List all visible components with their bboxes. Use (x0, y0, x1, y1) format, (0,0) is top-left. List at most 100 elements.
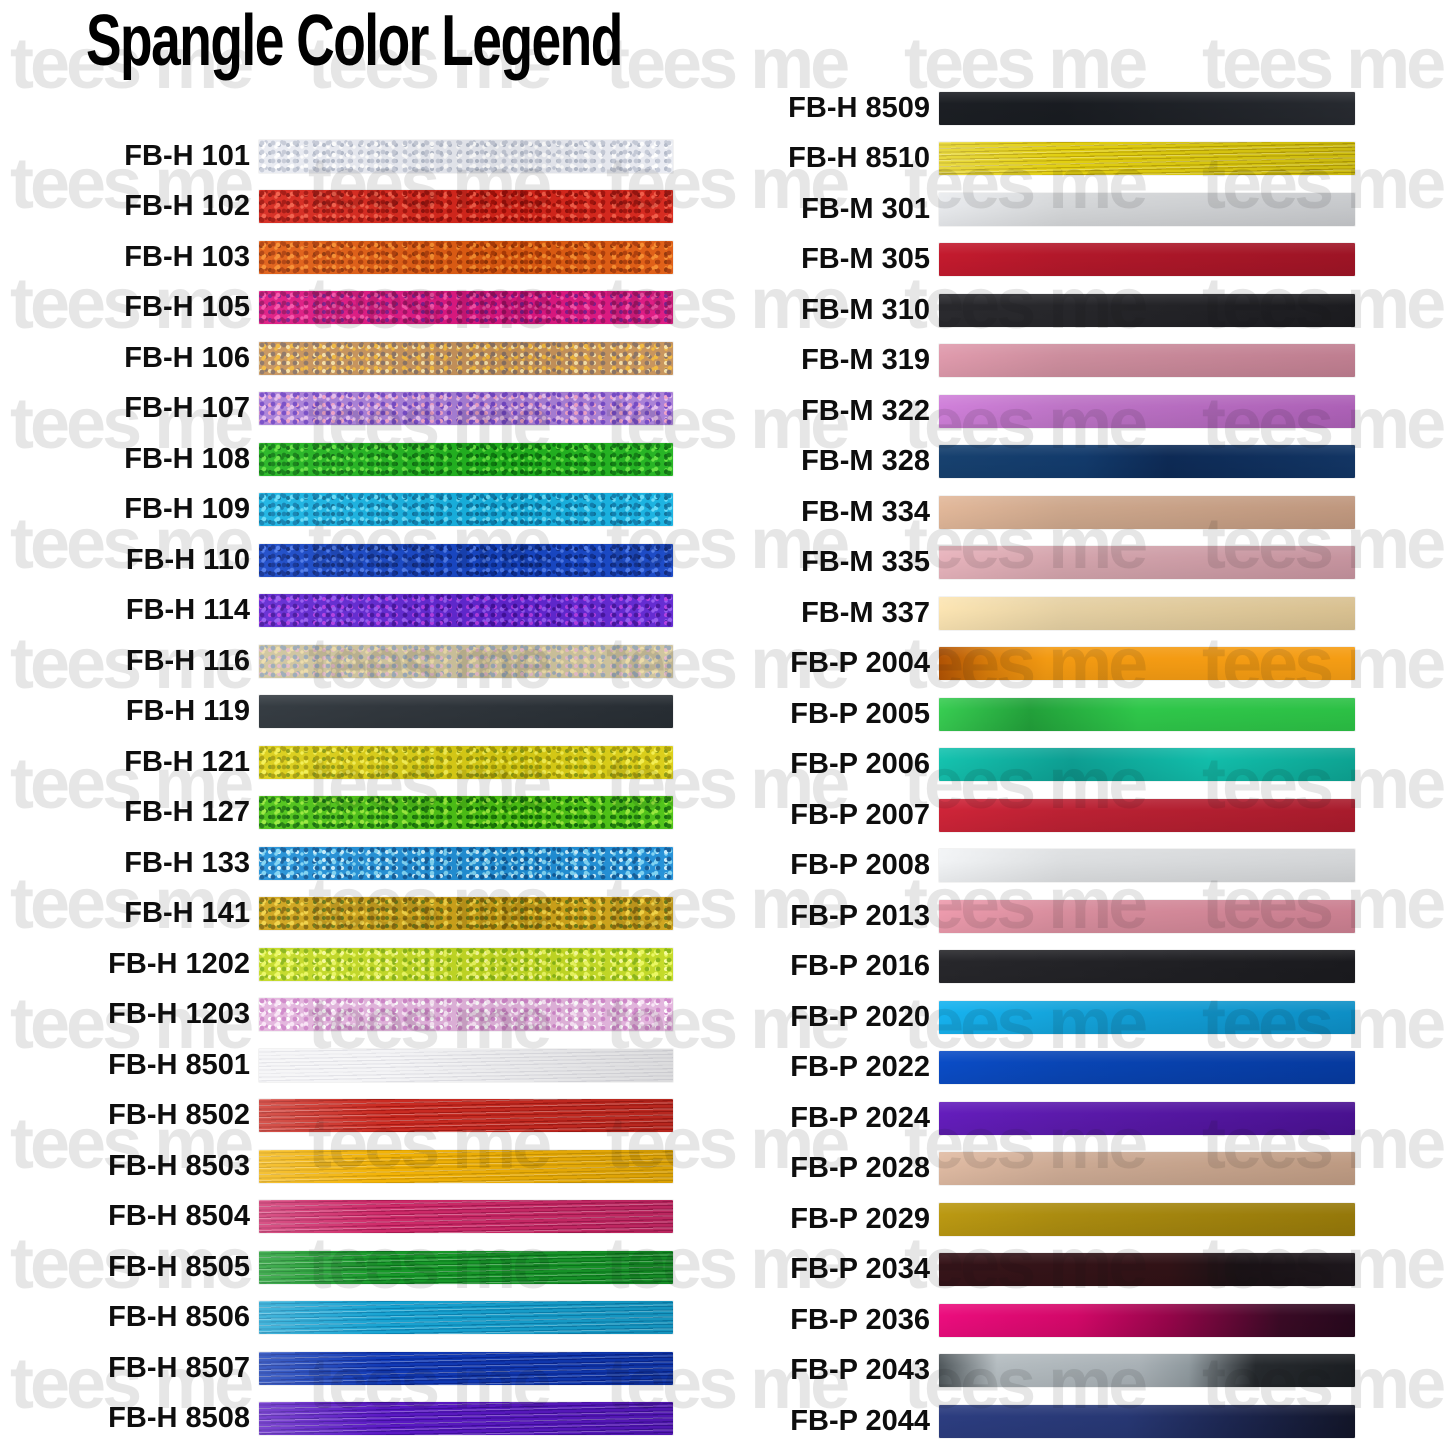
color-code-label: FB-M 337 (801, 596, 930, 629)
color-swatch (259, 998, 673, 1032)
color-code-label: FB-H 119 (125, 695, 250, 728)
color-swatch (939, 445, 1355, 479)
color-swatch (259, 1402, 673, 1436)
color-swatch (939, 293, 1355, 327)
color-swatch (939, 1000, 1355, 1034)
color-swatch (259, 1099, 673, 1133)
legend-row: FB-H 108 (62, 434, 673, 485)
color-code-label: FB-H 109 (124, 493, 250, 526)
legend-row: FB-H 8502 (62, 1091, 673, 1142)
legend-row: FB-P 2022 (740, 1043, 1357, 1094)
color-swatch (259, 139, 673, 173)
color-code-label: FB-H 8510 (788, 142, 930, 175)
color-code-label: FB-P 2013 (790, 899, 930, 932)
color-swatch (939, 1101, 1355, 1135)
color-swatch (939, 1303, 1355, 1337)
legend-row: FB-H 121 (62, 737, 673, 788)
legend-column-right: FB-H 8509 FB-H 8510 FB-M 301 FB-M 305 FB-M 3… (740, 83, 1357, 1445)
legend-row: FB-H 114 (62, 586, 673, 637)
legend-row: FB-P 2043 (740, 1346, 1357, 1397)
color-code-label: FB-H 116 (125, 644, 250, 677)
color-swatch (939, 950, 1355, 984)
color-code-label: FB-H 8503 (108, 1149, 250, 1182)
color-code-label: FB-P 2036 (790, 1303, 930, 1336)
legend-row: FB-H 110 (62, 535, 673, 586)
color-swatch (939, 647, 1355, 681)
color-code-label: FB-P 2005 (790, 697, 930, 730)
color-swatch (259, 947, 673, 981)
color-swatch (259, 1048, 673, 1082)
color-swatch (259, 897, 673, 931)
legend-row: FB-H 1203 (62, 990, 673, 1041)
color-swatch (259, 291, 673, 325)
legend-row: FB-H 105 (62, 283, 673, 334)
legend-row: FB-M 305 (740, 235, 1357, 286)
color-swatch (259, 190, 673, 224)
legend-row: FB-H 119 (62, 687, 673, 738)
color-swatch (259, 1250, 673, 1284)
legend-row: FB-H 8508 (62, 1394, 673, 1445)
legend-row: FB-P 2006 (740, 740, 1357, 791)
color-swatch (259, 1200, 673, 1234)
color-code-label: FB-P 2034 (790, 1253, 930, 1286)
color-code-label: FB-H 106 (124, 341, 250, 374)
color-code-label: FB-H 1202 (108, 947, 250, 980)
legend-row: FB-H 109 (62, 485, 673, 536)
legend-row: FB-H 1202 (62, 939, 673, 990)
color-swatch (939, 1253, 1355, 1287)
color-code-label: FB-H 103 (124, 240, 250, 273)
color-swatch (259, 796, 673, 830)
color-swatch (939, 1202, 1355, 1236)
color-code-label: FB-P 2028 (790, 1152, 930, 1185)
legend-row: FB-P 2008 (740, 841, 1357, 892)
color-swatch (939, 1152, 1355, 1186)
legend-row: FB-P 2034 (740, 1245, 1357, 1296)
color-code-label: FB-P 2008 (790, 849, 930, 882)
color-code-label: FB-P 2043 (790, 1354, 930, 1387)
color-code-label: FB-H 141 (124, 897, 250, 930)
legend-row: FB-H 103 (62, 232, 673, 283)
legend-row: FB-H 141 (62, 889, 673, 940)
color-code-label: FB-H 114 (125, 594, 250, 627)
legend-row: FB-M 319 (740, 336, 1357, 387)
color-code-label: FB-M 328 (801, 445, 930, 478)
legend-row: FB-M 337 (740, 588, 1357, 639)
legend-row: FB-H 8507 (62, 1343, 673, 1394)
color-code-label: FB-H 105 (124, 291, 250, 324)
color-swatch (939, 344, 1355, 378)
color-code-label: FB-H 101 (124, 139, 250, 172)
color-swatch (939, 748, 1355, 782)
color-swatch (259, 543, 673, 577)
color-swatch (259, 392, 673, 426)
color-code-label: FB-H 133 (124, 846, 250, 879)
legend-row: FB-P 2004 (740, 639, 1357, 690)
legend-column-left: FB-H 101 FB-H 102 FB-H 103 FB-H 105 FB-H 106… (62, 131, 673, 1445)
color-swatch (259, 695, 673, 729)
legend-row: FB-P 2036 (740, 1295, 1357, 1346)
color-code-label: FB-M 319 (801, 344, 930, 377)
color-swatch (939, 495, 1355, 529)
color-code-label: FB-P 2020 (790, 1000, 930, 1033)
legend-row: FB-H 127 (62, 788, 673, 839)
color-code-label: FB-M 305 (801, 243, 930, 276)
legend-row: FB-H 101 (62, 131, 673, 182)
color-code-label: FB-M 301 (801, 192, 930, 225)
legend-row: FB-M 310 (740, 285, 1357, 336)
color-code-label: FB-M 310 (801, 293, 930, 326)
color-code-label: FB-H 1203 (108, 998, 250, 1031)
legend-row: FB-H 133 (62, 838, 673, 889)
color-code-label: FB-H 108 (124, 442, 250, 475)
page-title: Spangle Color Legend (86, 1, 623, 81)
legend-row: FB-H 8501 (62, 1040, 673, 1091)
color-swatch (939, 798, 1355, 832)
legend-row: FB-M 335 (740, 538, 1357, 589)
color-swatch (259, 442, 673, 476)
color-code-label: FB-H 8505 (108, 1250, 250, 1283)
legend-row: FB-P 2028 (740, 1144, 1357, 1195)
color-swatch (939, 192, 1355, 226)
color-code-label: FB-H 107 (124, 392, 250, 425)
legend-row: FB-H 107 (62, 384, 673, 435)
legend-row: FB-H 8510 (740, 134, 1357, 185)
legend-row: FB-P 2016 (740, 942, 1357, 993)
